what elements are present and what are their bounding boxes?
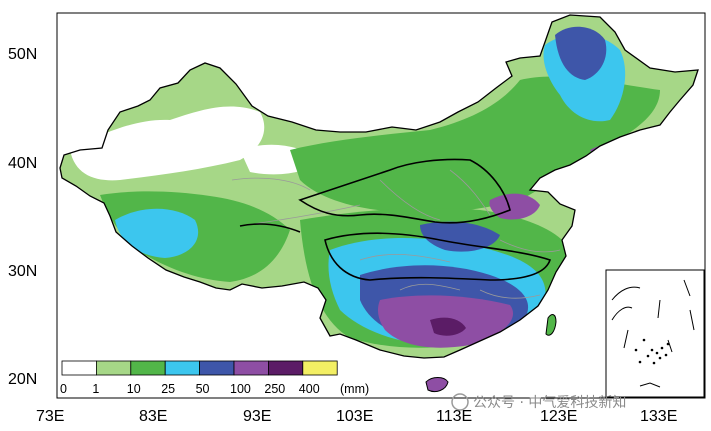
legend-swatch (302, 360, 338, 376)
legend: 0 1 10 25 50 100 250 400 (mm) (60, 360, 369, 396)
legend-tick-label: 100 (230, 382, 251, 396)
legend-swatch (61, 360, 97, 376)
lon-label-93e: 93E (243, 408, 271, 425)
south-china-sea-inset (605, 269, 705, 398)
heavy-rain-northeast (555, 26, 607, 81)
legend-swatch (233, 360, 269, 376)
legend-tick-label: 50 (196, 382, 210, 396)
legend-swatch (130, 360, 166, 376)
basin-boundaries (239, 158, 552, 281)
lon-label-113e: 113E (436, 408, 472, 425)
lon-label-103e: 103E (336, 408, 373, 425)
legend-tick-label: 10 (127, 382, 141, 396)
legend-tick-label: 250 (264, 382, 285, 396)
latitude-labels: 50N 40N 30N 20N (8, 46, 37, 388)
lon-label-83e: 83E (139, 408, 167, 425)
legend-swatch (199, 360, 235, 376)
lon-label-123e: 123E (540, 408, 577, 425)
taiwan-island (545, 314, 557, 336)
extreme-rain-core (430, 317, 466, 336)
legend-swatch (267, 360, 304, 376)
country-boundary (59, 14, 699, 359)
hainan-island (425, 377, 449, 393)
watermark-logo-icon (451, 393, 469, 411)
watermark: 公众号 · 中气爱科技新知 (451, 393, 626, 411)
lat-label-50n: 50N (8, 46, 37, 63)
lat-label-40n: 40N (8, 155, 37, 172)
lat-label-20n: 20N (8, 371, 37, 388)
legend-tick-label: 25 (161, 382, 175, 396)
lon-label-73e: 73E (36, 408, 64, 425)
legend-tick-label: 0 (60, 382, 67, 396)
province-borders (231, 169, 561, 299)
legend-tick-label: 400 (299, 382, 320, 396)
legend-tick-label: 1 (92, 382, 99, 396)
heavy-rain-central (420, 221, 500, 252)
legend-swatch (164, 360, 200, 376)
dry-region-xinjiang (70, 106, 265, 181)
wet-region-north (290, 76, 660, 213)
watermark-text: 公众号 · 中气爱科技新知 (473, 394, 626, 411)
legend-swatch (96, 360, 132, 376)
rain-tibet (115, 208, 199, 258)
lat-label-30n: 30N (8, 263, 37, 280)
legend-unit: (mm) (340, 382, 369, 396)
longitude-labels: 73E 83E 93E 103E 113E 123E 133E (36, 408, 677, 425)
lon-label-133e: 133E (640, 408, 677, 425)
